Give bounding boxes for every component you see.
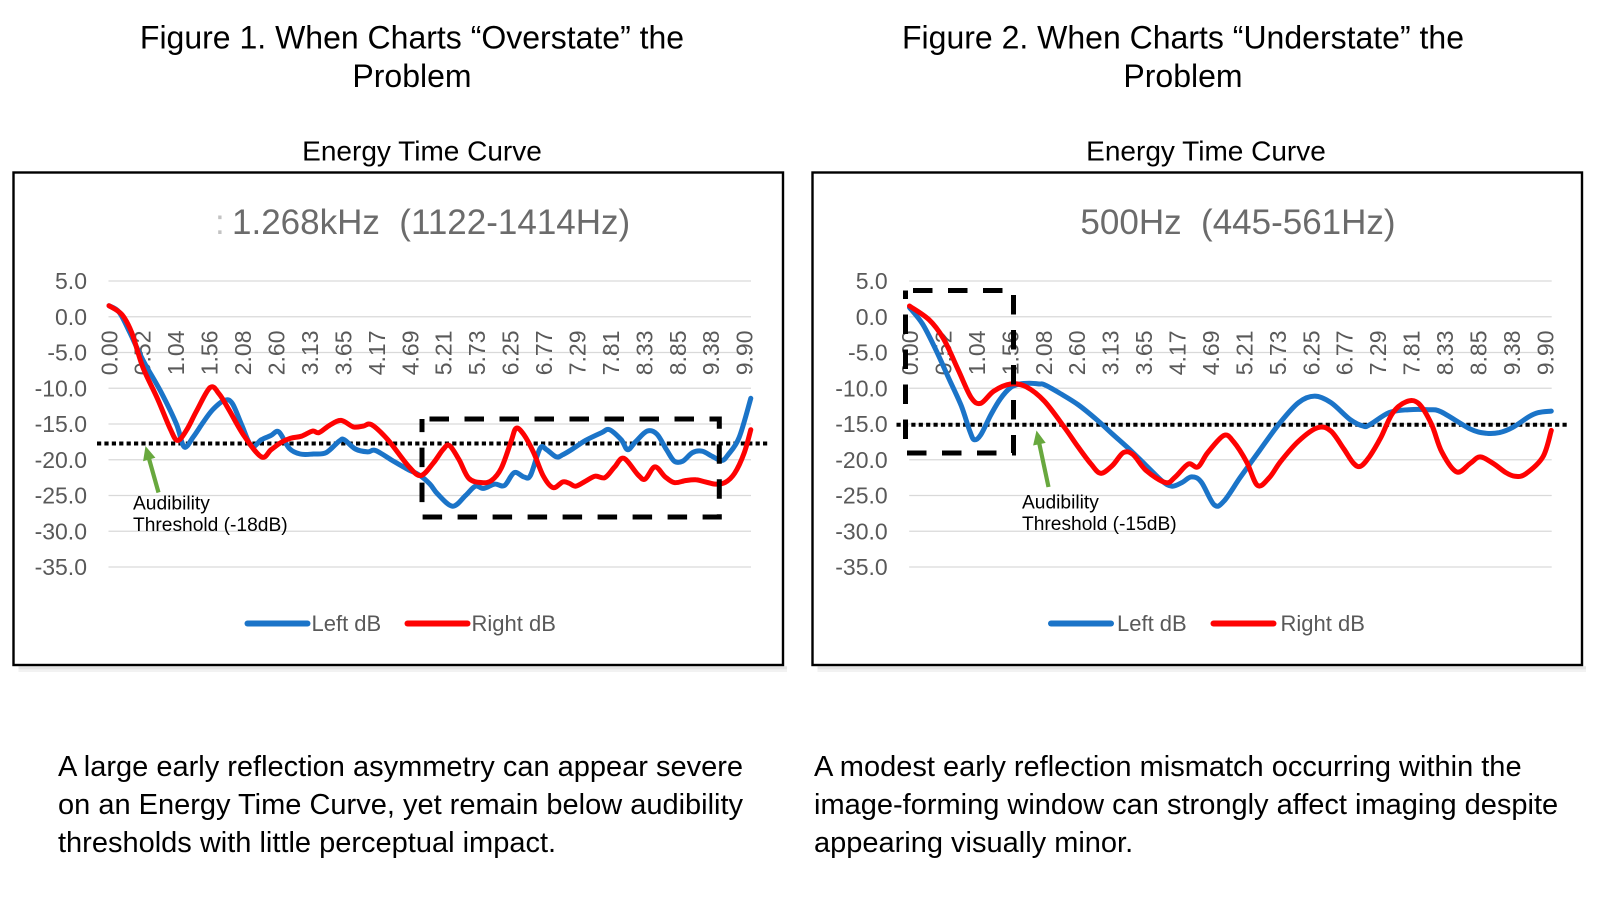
svg-text:Problem: Problem bbox=[1123, 58, 1242, 94]
svg-text:5.21: 5.21 bbox=[1231, 331, 1257, 376]
svg-text:0.0: 0.0 bbox=[856, 304, 888, 330]
svg-text:5.21: 5.21 bbox=[431, 331, 457, 376]
svg-text:on an Energy Time Curve, yet r: on an Energy Time Curve, yet remain belo… bbox=[58, 789, 744, 821]
svg-text:Left dB: Left dB bbox=[312, 611, 382, 636]
svg-text:9.38: 9.38 bbox=[1499, 331, 1525, 376]
svg-text:-35.0: -35.0 bbox=[835, 554, 887, 580]
svg-text:image-forming window can stron: image-forming window can strongly affect… bbox=[814, 789, 1558, 821]
svg-text:-10.0: -10.0 bbox=[835, 375, 887, 401]
svg-text:6.77: 6.77 bbox=[1332, 331, 1358, 376]
svg-text:2.60: 2.60 bbox=[264, 331, 290, 376]
svg-text:Audibility: Audibility bbox=[1022, 493, 1099, 514]
svg-text:1.04: 1.04 bbox=[964, 330, 990, 375]
svg-text:-15.0: -15.0 bbox=[35, 411, 87, 437]
svg-text:5.0: 5.0 bbox=[856, 268, 888, 294]
svg-text:6.25: 6.25 bbox=[498, 331, 524, 376]
svg-text:5.73: 5.73 bbox=[1265, 331, 1291, 376]
svg-text:Energy Time Curve: Energy Time Curve bbox=[302, 136, 542, 167]
svg-text:Threshold (-15dB): Threshold (-15dB) bbox=[1022, 514, 1177, 535]
svg-text:1.268kHz (1122-1414Hz): 1.268kHz (1122-1414Hz) bbox=[232, 203, 630, 242]
svg-text:7.29: 7.29 bbox=[1365, 331, 1391, 376]
svg-text:9.38: 9.38 bbox=[698, 331, 724, 376]
svg-text:2.60: 2.60 bbox=[1064, 331, 1090, 376]
svg-text:9.90: 9.90 bbox=[1532, 331, 1558, 376]
svg-text:-15.0: -15.0 bbox=[835, 411, 887, 437]
svg-text:5.0: 5.0 bbox=[55, 268, 87, 294]
svg-text:-35.0: -35.0 bbox=[35, 554, 87, 580]
svg-text:4.17: 4.17 bbox=[1165, 331, 1191, 376]
svg-text:0.0: 0.0 bbox=[55, 304, 87, 330]
svg-text:2.08: 2.08 bbox=[230, 331, 256, 376]
svg-text:thresholds with little percept: thresholds with little perceptual impact… bbox=[58, 827, 556, 859]
svg-text:1.56: 1.56 bbox=[997, 331, 1023, 376]
svg-text:3.65: 3.65 bbox=[330, 331, 356, 376]
svg-text:1.04: 1.04 bbox=[163, 330, 189, 375]
svg-text:4.69: 4.69 bbox=[1198, 331, 1224, 376]
svg-text:500Hz (445-561Hz): 500Hz (445-561Hz) bbox=[1080, 203, 1395, 242]
svg-text:5.73: 5.73 bbox=[464, 330, 490, 375]
svg-text:-5.0: -5.0 bbox=[47, 340, 87, 366]
svg-text:-10.0: -10.0 bbox=[35, 375, 87, 401]
svg-text:3.13: 3.13 bbox=[1098, 331, 1124, 376]
svg-text:1.56: 1.56 bbox=[197, 331, 223, 376]
svg-text:9.90: 9.90 bbox=[732, 331, 758, 376]
svg-text:Right dB: Right dB bbox=[1281, 611, 1365, 636]
svg-text:Left dB: Left dB bbox=[1117, 611, 1187, 636]
svg-text:2.08: 2.08 bbox=[1031, 331, 1057, 376]
svg-text:-20.0: -20.0 bbox=[835, 447, 887, 473]
svg-text:-25.0: -25.0 bbox=[835, 483, 887, 509]
svg-text:Audibility: Audibility bbox=[133, 494, 210, 515]
svg-text:Right dB: Right dB bbox=[472, 611, 556, 636]
svg-text:-25.0: -25.0 bbox=[35, 483, 87, 509]
svg-text:A modest early reflection mism: A modest early reflection mismatch occur… bbox=[814, 751, 1522, 783]
svg-text:3.65: 3.65 bbox=[1131, 331, 1157, 376]
svg-text:Figure 2. When Charts “Underst: Figure 2. When Charts “Understate” the bbox=[902, 20, 1464, 56]
svg-text:appearing visually minor.: appearing visually minor. bbox=[814, 827, 1133, 859]
svg-text:6.25: 6.25 bbox=[1298, 331, 1324, 376]
svg-text:-20.0: -20.0 bbox=[35, 447, 87, 473]
svg-text:A large early reflection asymm: A large early reflection asymmetry can a… bbox=[58, 751, 743, 783]
svg-text:3.13: 3.13 bbox=[297, 331, 323, 376]
svg-text:0.00: 0.00 bbox=[897, 331, 923, 376]
svg-text:8.85: 8.85 bbox=[665, 331, 691, 376]
svg-text:8.85: 8.85 bbox=[1466, 331, 1492, 376]
svg-text:4.17: 4.17 bbox=[364, 331, 390, 376]
svg-text:0.00: 0.00 bbox=[96, 331, 122, 376]
svg-text:Problem: Problem bbox=[352, 58, 471, 94]
svg-text:7.81: 7.81 bbox=[1399, 331, 1425, 376]
svg-text:-5.0: -5.0 bbox=[848, 340, 888, 366]
svg-text:4.69: 4.69 bbox=[397, 331, 423, 376]
svg-text:8.33: 8.33 bbox=[1432, 331, 1458, 376]
svg-text:-30.0: -30.0 bbox=[835, 518, 887, 544]
svg-text:8.33: 8.33 bbox=[631, 331, 657, 376]
svg-text:6.77: 6.77 bbox=[531, 331, 557, 376]
svg-text:Energy Time Curve: Energy Time Curve bbox=[1086, 136, 1326, 167]
svg-text:Figure 1. When Charts “Oversta: Figure 1. When Charts “Overstate” the bbox=[140, 20, 684, 56]
svg-text::: : bbox=[215, 203, 225, 242]
svg-text:7.29: 7.29 bbox=[565, 331, 591, 376]
svg-text:7.81: 7.81 bbox=[598, 331, 624, 376]
svg-text:Threshold (-18dB): Threshold (-18dB) bbox=[133, 515, 288, 536]
svg-text:-30.0: -30.0 bbox=[35, 518, 87, 544]
